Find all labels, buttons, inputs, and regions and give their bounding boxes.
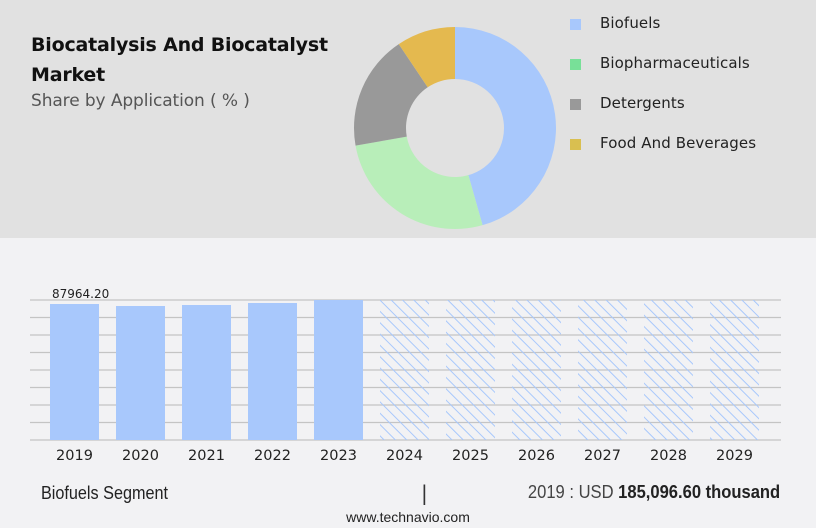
x-tick-label: 2029 bbox=[716, 448, 753, 464]
x-tick-label: 2024 bbox=[386, 448, 423, 464]
bar-chart-area: 2019 87964.20 2020 2021 2022 2023 2024 2025 2026… bbox=[0, 238, 816, 528]
forecast-bar bbox=[710, 300, 759, 440]
bar bbox=[116, 305, 165, 440]
segment-year-label: 2019 : USD bbox=[527, 482, 618, 502]
x-tick-label: 2025 bbox=[452, 448, 489, 464]
bar bbox=[314, 300, 363, 440]
forecast-bar bbox=[446, 300, 495, 440]
donut-segment bbox=[355, 136, 483, 229]
legend-item: Detergents bbox=[570, 92, 810, 116]
x-tick-label: 2019 bbox=[56, 448, 93, 464]
legend-item: Biofuels bbox=[570, 12, 810, 36]
x-tick-label: 2021 bbox=[188, 448, 225, 464]
legend-item: Food And Beverages bbox=[570, 132, 810, 156]
forecast-bar bbox=[644, 300, 693, 440]
legend-label: Food And Beverages bbox=[600, 134, 757, 152]
legend-swatch bbox=[570, 19, 581, 30]
donut-segment bbox=[398, 27, 455, 88]
x-tick-label: 2020 bbox=[122, 448, 159, 464]
forecast-bar bbox=[578, 300, 627, 440]
bar-chart: 2019 87964.20 2020 2021 2022 2023 2024 2025 2026… bbox=[30, 287, 781, 464]
segment-value: 2019 : USD 185,096.60 thousand bbox=[528, 482, 780, 503]
legend-swatch bbox=[570, 99, 581, 110]
legend-label: Biofuels bbox=[600, 14, 661, 32]
bar bbox=[50, 303, 99, 440]
legend-item: Biopharmaceuticals bbox=[570, 52, 810, 76]
forecast-bar bbox=[512, 300, 561, 440]
donut-segment bbox=[455, 27, 556, 226]
legend-label: Biopharmaceuticals bbox=[600, 54, 750, 72]
donut-chart bbox=[354, 27, 556, 229]
chart-subtitle: Share by Application ( % ) bbox=[31, 91, 250, 111]
top-panel: Biocatalysis And Biocatalyst Market Shar… bbox=[0, 0, 816, 238]
bar bbox=[248, 302, 297, 440]
x-tick-label: 2023 bbox=[320, 448, 357, 464]
donut-segment bbox=[354, 44, 428, 146]
segment-label: Biofuels Segment bbox=[41, 483, 168, 503]
forecast-bar bbox=[380, 300, 429, 440]
x-tick-label: 2028 bbox=[650, 448, 687, 464]
chart-title: Biocatalysis And Biocatalyst Market bbox=[31, 34, 328, 86]
segment-value-amount: 185,096.60 thousand bbox=[617, 482, 780, 502]
legend-swatch bbox=[570, 59, 581, 70]
site-url: www.technavio.com bbox=[346, 509, 470, 525]
data-label: 87964.20 bbox=[52, 287, 109, 301]
x-tick-label: 2026 bbox=[518, 448, 555, 464]
legend-swatch bbox=[570, 139, 581, 150]
bar bbox=[182, 304, 231, 440]
legend-label: Detergents bbox=[600, 94, 685, 112]
footer-separator: | bbox=[421, 481, 428, 505]
x-tick-label: 2027 bbox=[584, 448, 621, 464]
x-tick-label: 2022 bbox=[254, 448, 291, 464]
